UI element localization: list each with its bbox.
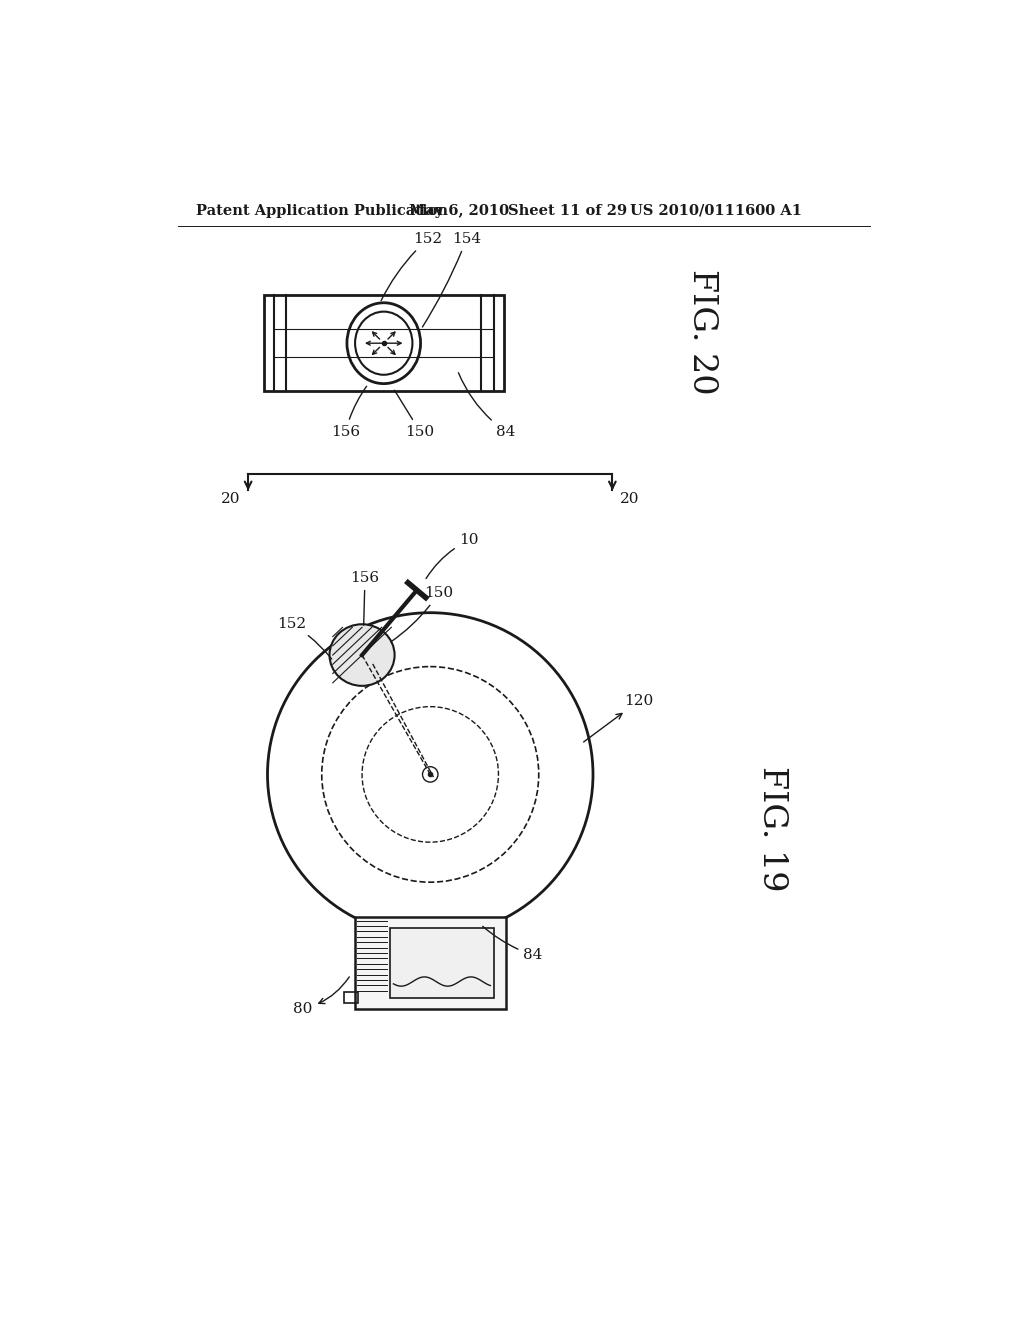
Text: Patent Application Publication: Patent Application Publication [197, 203, 449, 218]
Text: 152: 152 [381, 232, 442, 301]
Text: 156: 156 [350, 572, 380, 626]
Text: 20: 20 [221, 492, 241, 506]
Text: 150: 150 [391, 586, 454, 642]
Text: 120: 120 [584, 694, 653, 742]
Text: 10: 10 [426, 533, 479, 578]
Text: 20: 20 [620, 492, 639, 506]
Text: US 2010/0111600 A1: US 2010/0111600 A1 [630, 203, 802, 218]
Text: 156: 156 [331, 387, 367, 438]
Text: FIG. 20: FIG. 20 [686, 269, 718, 395]
Text: 152: 152 [276, 618, 332, 659]
Polygon shape [389, 928, 495, 998]
Text: May 6, 2010: May 6, 2010 [409, 203, 509, 218]
Text: FIG. 19: FIG. 19 [756, 766, 787, 891]
Text: Sheet 11 of 29: Sheet 11 of 29 [508, 203, 627, 218]
Text: 80: 80 [293, 977, 349, 1016]
Text: 84: 84 [482, 927, 543, 962]
Ellipse shape [330, 624, 394, 686]
Text: 84: 84 [459, 372, 515, 438]
Text: 150: 150 [394, 391, 434, 438]
Polygon shape [354, 917, 506, 1010]
Text: 154: 154 [423, 232, 481, 327]
